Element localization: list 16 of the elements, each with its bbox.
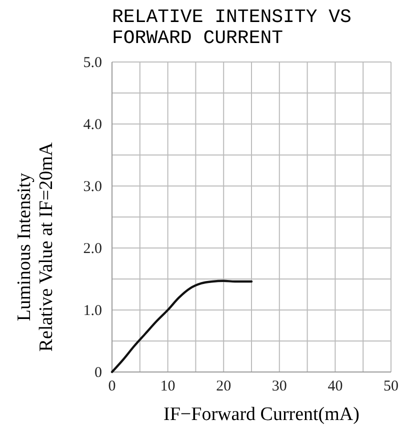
y-tick-label: 0 <box>94 364 102 381</box>
y-tick-label: 4.0 <box>83 116 102 133</box>
x-axis-title: IF−Forward Current(mA) <box>164 404 360 425</box>
y-tick-label: 2.0 <box>83 240 102 257</box>
x-tick-label: 0 <box>108 378 116 395</box>
x-tick-label: 10 <box>160 378 176 395</box>
y-axis-title: Luminous Intensity Relative Value at IF=20mA <box>14 142 57 352</box>
line-series <box>110 280 253 374</box>
y-tick-label: 3.0 <box>83 178 102 195</box>
y-tick-label: 5.0 <box>83 54 102 71</box>
chart-title: RELATIVE INTENSITY VS FORWARD CURRENT <box>112 6 352 49</box>
x-tick-label: 50 <box>384 378 398 395</box>
x-tick-label: 20 <box>216 378 232 395</box>
y-tick-label: 1.0 <box>83 302 102 319</box>
x-tick-label: 30 <box>272 378 287 395</box>
x-tick-label: 40 <box>328 378 343 395</box>
